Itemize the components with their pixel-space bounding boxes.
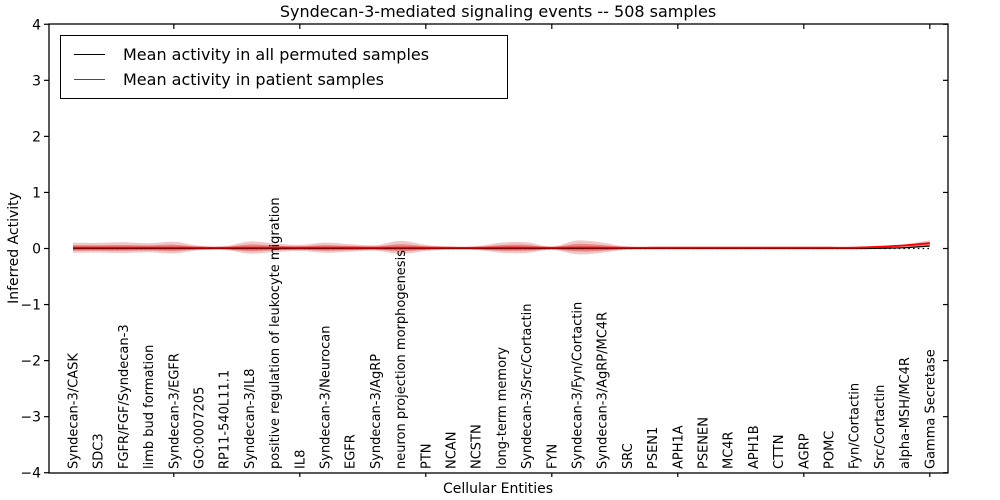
svg-text:−2: −2	[20, 354, 41, 370]
category-label: Gamma Secretase	[923, 349, 938, 469]
category-label: Syndecan-3/AgRP	[369, 354, 384, 469]
category-label: Src/Cortactin	[873, 385, 888, 469]
category-label: GO:0007205	[193, 387, 208, 469]
category-label: Syndecan-3/CASK	[67, 353, 82, 469]
category-label: SDC3	[92, 433, 107, 469]
category-label: EGFR	[344, 434, 359, 469]
category-label: FYN	[545, 444, 560, 469]
legend: Mean activity in all permuted samples Me…	[60, 35, 508, 99]
category-label: Syndecan-3/Src/Cortactin	[520, 303, 535, 469]
category-label: IL8	[293, 450, 308, 469]
svg-text:1: 1	[32, 185, 41, 201]
svg-text:4: 4	[32, 17, 41, 33]
chart-title: Syndecan-3-mediated signaling events -- …	[279, 2, 717, 21]
category-label: Syndecan-3/Neurocan	[319, 326, 334, 469]
svg-text:−4: −4	[20, 466, 41, 482]
svg-text:2: 2	[32, 129, 41, 145]
category-label: POMC	[823, 431, 838, 469]
category-label: Syndecan-3/Fyn/Cortactin	[571, 302, 586, 469]
category-label: limb bud formation	[142, 345, 157, 469]
category-label: PSENEN	[697, 417, 712, 469]
category-label: Syndecan-3/AgRP/MC4R	[596, 312, 611, 469]
category-label: APH1B	[747, 425, 762, 469]
category-label: PSEN1	[646, 427, 661, 469]
category-label: Syndecan-3/IL8	[243, 369, 258, 469]
category-label: Fyn/Cortactin	[848, 383, 863, 469]
category-label: RP11-540L11.1	[218, 370, 233, 469]
category-label: SRC	[621, 443, 636, 469]
svg-text:−3: −3	[20, 410, 41, 426]
category-label: APH1A	[671, 425, 686, 469]
legend-entry-permuted: Mean activity in all permuted samples	[61, 45, 507, 64]
category-label: neuron projection morphogenesis	[394, 250, 409, 469]
patient-line-sample	[74, 79, 105, 80]
category-label: long-term memory	[495, 347, 510, 469]
category-label: CTTN	[772, 435, 787, 469]
category-label: NCSTN	[470, 424, 485, 469]
permuted-line-sample	[74, 54, 105, 55]
category-label: Syndecan-3/EGFR	[167, 353, 182, 469]
category-label: positive regulation of leukocyte migrati…	[268, 197, 283, 469]
legend-entry-patient: Mean activity in patient samples	[61, 70, 507, 89]
category-label: AGRP	[797, 433, 812, 469]
svg-text:3: 3	[32, 73, 41, 89]
svg-text:0: 0	[32, 242, 41, 258]
legend-label: Mean activity in all permuted samples	[123, 45, 430, 64]
category-label: MC4R	[722, 431, 737, 469]
x-axis-label: Cellular Entities	[442, 481, 554, 497]
category-label: FGFR/FGF/Syndecan-3	[117, 324, 132, 469]
category-label: alpha-MSH/MC4R	[898, 357, 913, 469]
category-label: PTN	[419, 443, 434, 469]
category-label: NCAN	[445, 432, 460, 469]
legend-label: Mean activity in patient samples	[123, 70, 384, 89]
svg-text:−1: −1	[20, 298, 41, 314]
